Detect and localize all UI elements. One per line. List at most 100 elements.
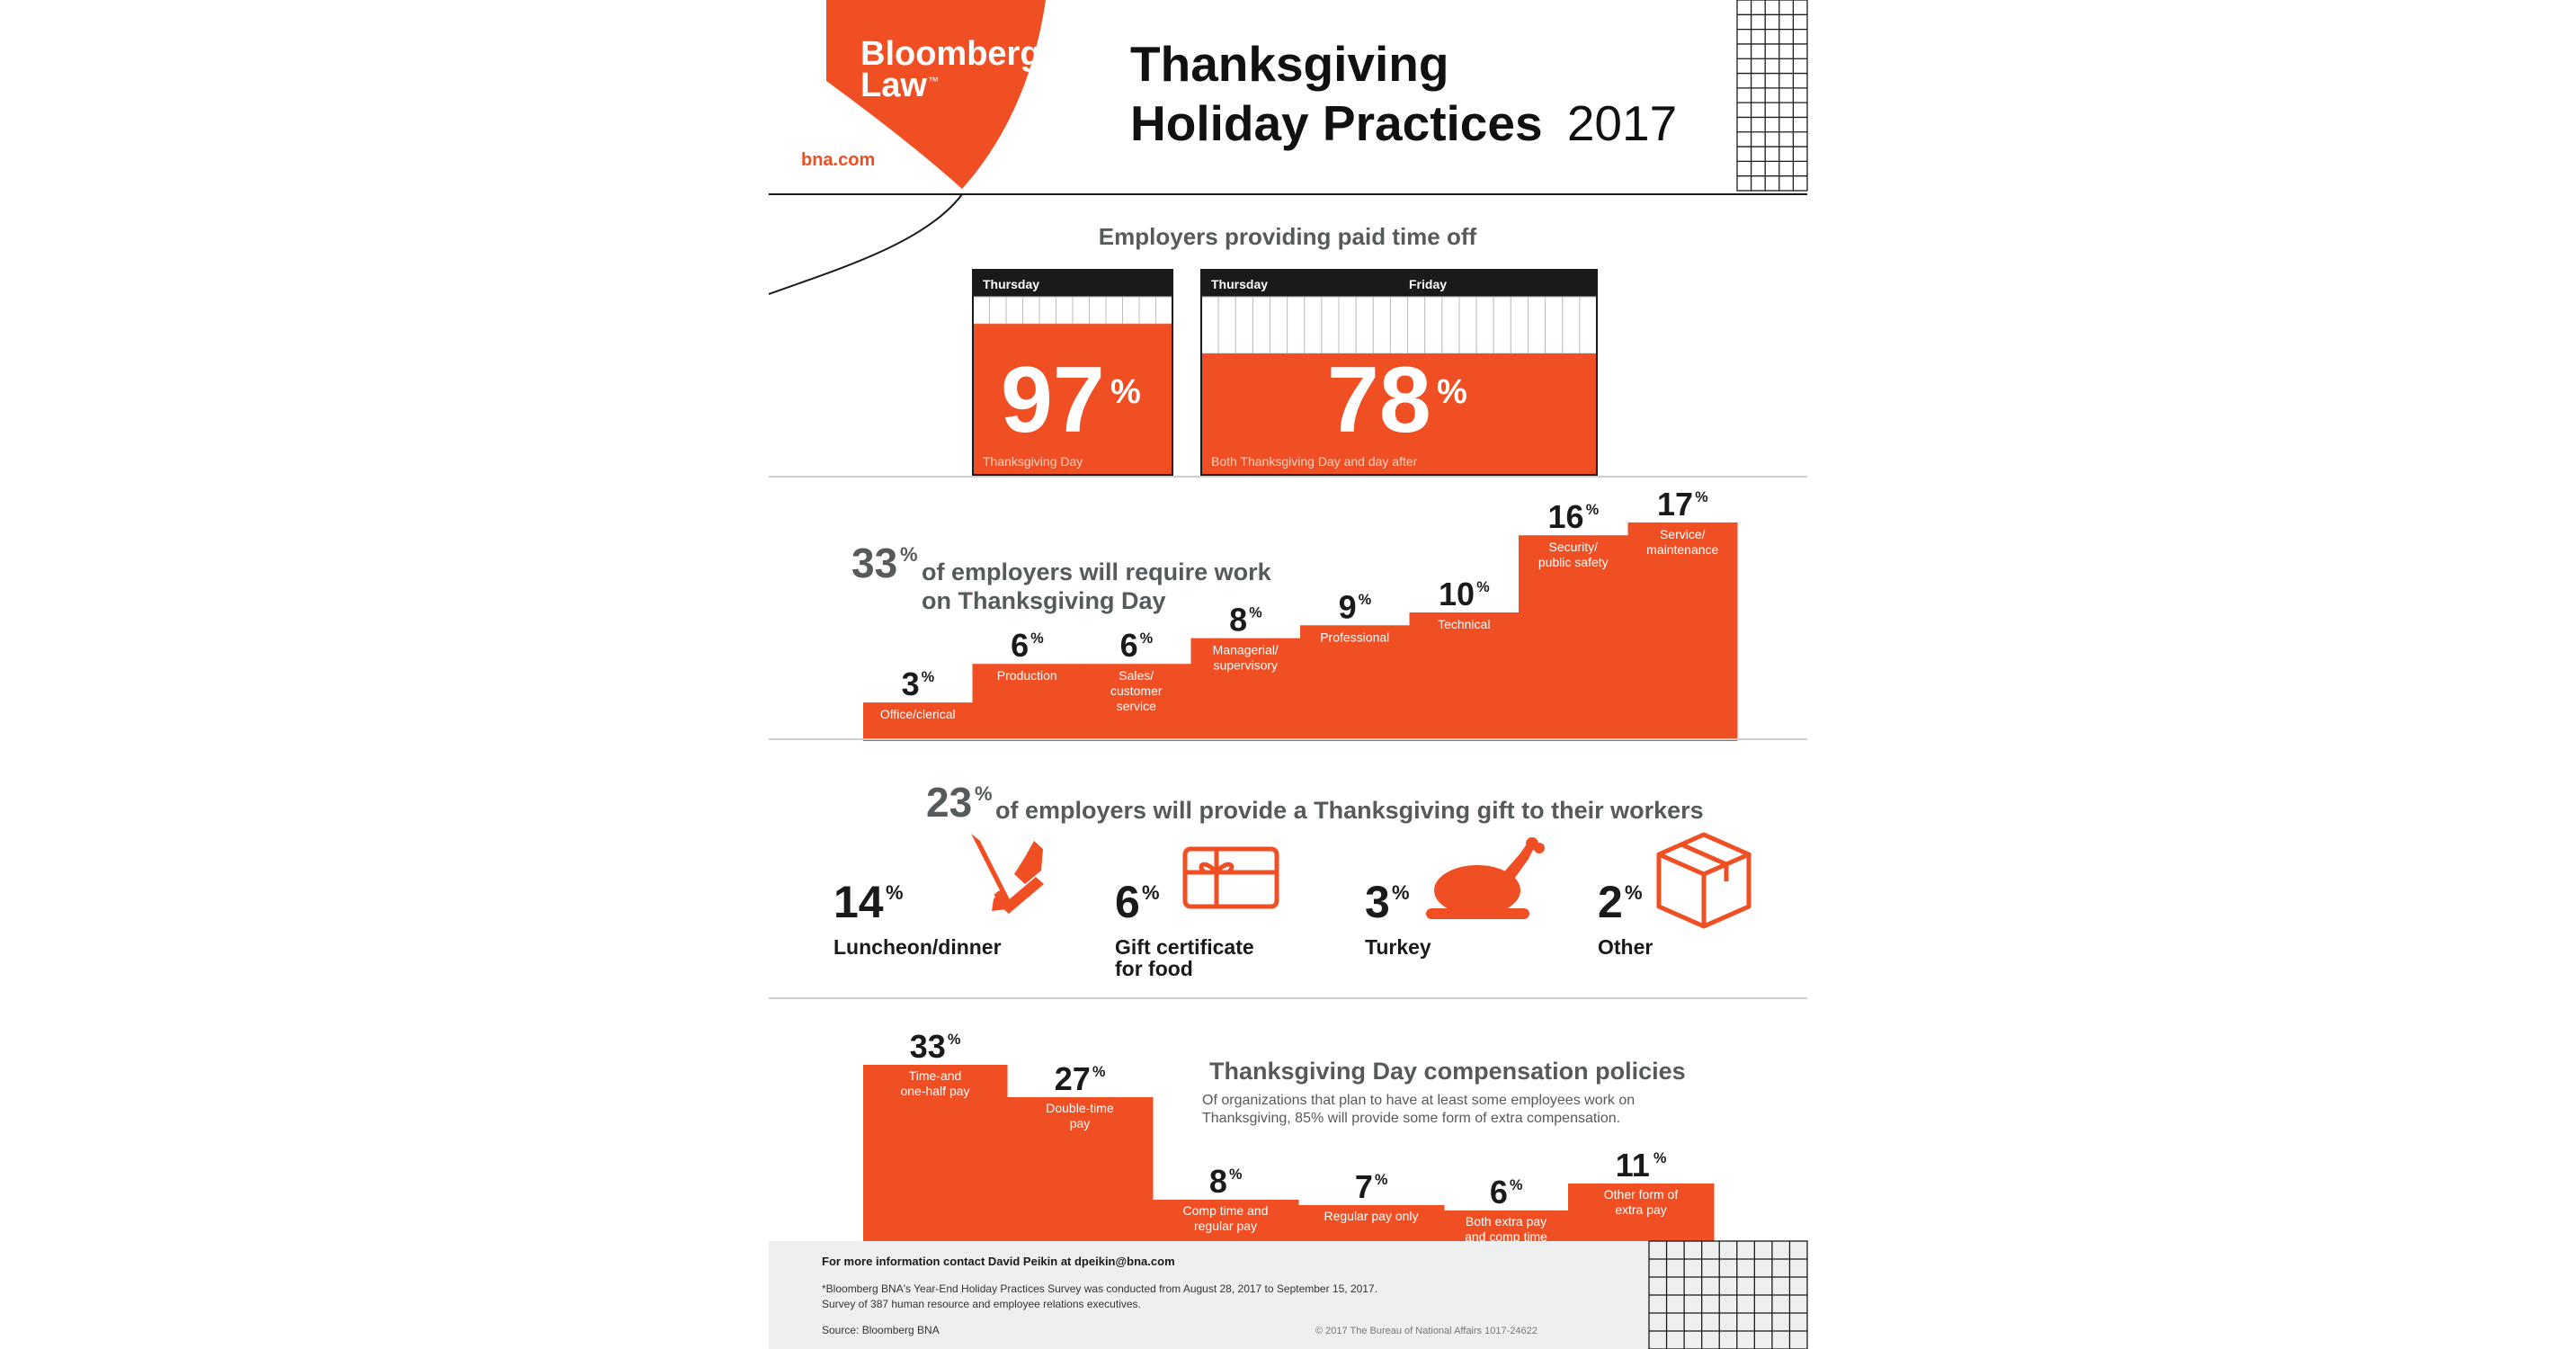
pto-card-cell (1252, 296, 1271, 354)
comp-bar (1298, 1205, 1445, 1243)
grid-pattern-bottom (1648, 1240, 1808, 1349)
gift-item: 6% Gift certificate for food (1115, 877, 1254, 980)
work-bar-value: 8% (1229, 602, 1262, 639)
comp-bar-value: 33% (910, 1028, 961, 1065)
work-bar-label: Sales/customer service (1110, 668, 1163, 713)
gift-heading-pct-sign: % (975, 782, 993, 805)
work-heading-pct-sign: % (900, 543, 918, 566)
work-bar-value: 16% (1547, 498, 1599, 535)
comp-bar-label: Double-time pay (1046, 1101, 1114, 1130)
pto-card-day: Thursday (1211, 277, 1268, 291)
work-bar-value: 3% (902, 666, 935, 702)
logo-line2: Law (860, 67, 927, 104)
footer-contact: For more information contact David Peiki… (822, 1255, 1175, 1268)
gift-item-label: Luncheon/dinner (833, 935, 1002, 959)
pto-card-cell (1105, 296, 1123, 325)
pto-card-cell (1458, 296, 1477, 354)
gift-heading: 23 % of employers will provide a Thanksg… (926, 779, 1704, 826)
pto-card-cell (1338, 296, 1357, 354)
comp-bar-value: 7% (1355, 1168, 1388, 1205)
comp-bar-value: 6% (1490, 1174, 1523, 1211)
page-title-year: 2017 (1567, 95, 1677, 151)
pto-card-cell (1424, 296, 1443, 354)
work-bar-value: 10% (1439, 576, 1490, 612)
pto-card-fill (1201, 353, 1597, 475)
pto-card-cell (1200, 296, 1219, 354)
comp-bar (1444, 1211, 1569, 1243)
work-bar (863, 702, 973, 741)
work-bar-value: 6% (1120, 627, 1154, 664)
comp-bar-label: Other form of extra pay (1604, 1187, 1679, 1217)
work-bar (1409, 612, 1520, 741)
pto-card-cell (1072, 296, 1090, 325)
work-bar-value: 6% (1011, 627, 1044, 664)
pto-card-cell (1056, 296, 1074, 325)
footer-survey-line1: *Bloomberg BNA's Year-End Holiday Practi… (822, 1282, 1377, 1295)
logo-trademark: ™ (928, 75, 939, 87)
pto-card-cell (1562, 296, 1581, 354)
pto-card-cell (1122, 296, 1140, 325)
pto-card-header (1201, 270, 1597, 297)
work-bar-label: Security/public safety (1538, 540, 1609, 569)
footer-band (769, 1241, 1807, 1349)
turkey-icon (1426, 837, 1545, 919)
gift-item-value: 6% (1115, 877, 1160, 927)
comp-section: Thanksgiving Day compensation policies O… (863, 1028, 1715, 1244)
pto-card-value: 97% (1001, 348, 1141, 452)
comp-bar-value: 27% (1055, 1060, 1106, 1097)
work-heading-pct: 33 (851, 540, 897, 586)
pto-card-cell (1235, 296, 1253, 354)
pto-card-cell (1138, 296, 1156, 325)
pto-card-cell (1545, 296, 1564, 354)
footer-copyright: © 2017 The Bureau of National Affairs 10… (1315, 1326, 1538, 1336)
pto-card-border (1200, 269, 1598, 476)
pto-card-cell (1270, 296, 1288, 354)
work-bar-value: 17% (1657, 486, 1708, 523)
work-heading: 33 % of employers will require work on T… (851, 540, 1275, 614)
gift-item-value: 2% (1598, 877, 1643, 927)
gift-item-label: Turkey (1365, 935, 1431, 959)
comp-note-line2: Thanksgiving, 85% will provide some form… (1202, 1111, 1620, 1126)
gift-item-label: Other (1598, 935, 1653, 959)
comp-bar-label: Both extra pay and comp time (1465, 1214, 1547, 1244)
gift-item: 14 % Luncheon/dinner (833, 877, 1002, 959)
pto-card: Thursday Friday 78 % Both Thanksgiving Day a… (1200, 269, 1598, 476)
grid-pattern-top (1736, 0, 1808, 192)
work-bar (1627, 522, 1738, 741)
pto-card-cell (1355, 296, 1374, 354)
gift-items: 14 % Luncheon/dinner 6% Gift certificate for … (833, 877, 1653, 980)
work-bar (1519, 535, 1628, 741)
gift-heading-text: of employers will provide a Thanksgiving… (995, 797, 1704, 824)
work-bar-label: Office/clerical (880, 707, 956, 721)
pto-card-cell (1475, 296, 1494, 354)
grid-frame (1736, 0, 1808, 192)
work-bar-label: Professional (1320, 630, 1389, 644)
pto-card-caption: Both Thanksgiving Day and day after (1211, 454, 1418, 469)
page-title-bold: Holiday Practices (1130, 95, 1543, 151)
pto-card-cell (1389, 296, 1409, 354)
gift-item: 3% Turkey (1365, 877, 1431, 959)
pto-card-cell (1441, 296, 1460, 354)
pto-card-day: Friday (1409, 277, 1447, 291)
pto-card-cell (1510, 296, 1529, 354)
brand-url[interactable]: bna.com (801, 150, 875, 170)
comp-bar (1153, 1200, 1299, 1243)
page-title-line2: Holiday Practices 2017 (1130, 95, 1677, 151)
pto-card-cell (1321, 296, 1340, 354)
pto-heading: Employers providing paid time off (1099, 223, 1477, 250)
fork-knife-icon (971, 834, 1044, 914)
pto-card-cell (1527, 296, 1546, 354)
gift-item: 2% Other (1598, 877, 1653, 959)
comp-bar-label: Regular pay only (1324, 1209, 1418, 1223)
comp-bar (863, 1065, 1008, 1243)
pto-card-cell (1287, 296, 1306, 354)
decorative-arc (768, 193, 963, 295)
comp-bar (1007, 1097, 1154, 1243)
gift-certificate-icon (1182, 846, 1279, 909)
pto-card-caption: Thanksgiving Day (983, 454, 1083, 469)
header: Bloomberg Law ™ bna.com Thanksgiving Hol… (768, 0, 1808, 295)
pto-cards: Thursday 97 % Thanksgiving Day Thursday Frida… (972, 269, 1598, 476)
work-bar (1082, 664, 1191, 741)
gift-item-value: 14% (833, 877, 904, 927)
work-bar (1190, 638, 1301, 741)
